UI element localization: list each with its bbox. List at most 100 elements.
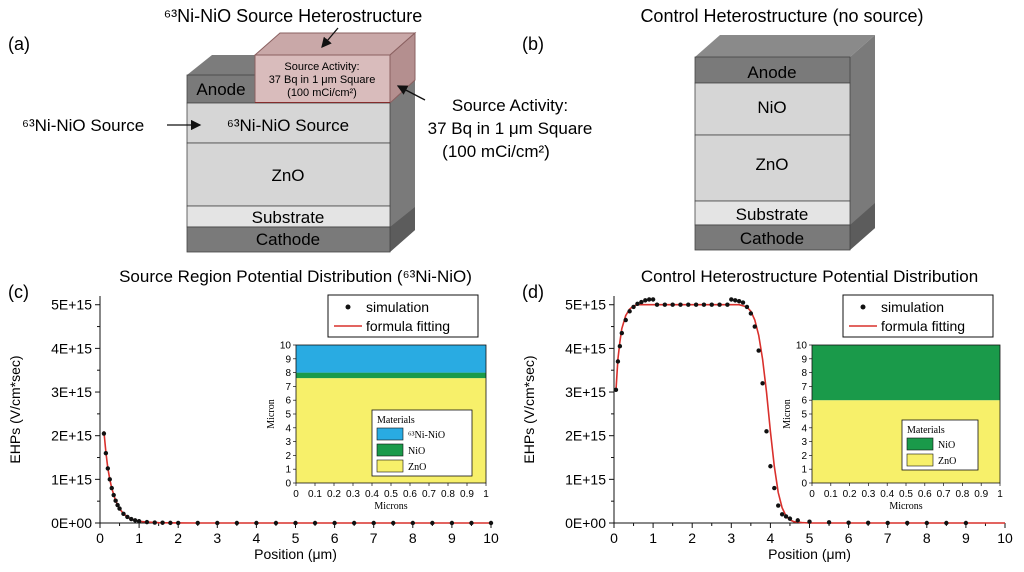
simulation-point [351,520,357,526]
simulation-point [132,518,138,523]
simulation-point [826,520,832,525]
inset-plot: 0 1 2 3 4 5 6 7 8 9 10 0 0.1 0.2 0.3 0.4 0.5 0.6 0.7 0.8 0.9… [266,341,489,513]
inset-y-tick-label: 5 [285,410,291,421]
simulation-point [639,299,644,305]
simulation-point [944,520,949,526]
x-tick-label: 3 [213,530,221,546]
y-tick-label: 0E+00 [51,515,92,531]
inset-x-tick-label: 0.2 [843,489,857,500]
y-tick-label: 1E+15 [565,471,606,487]
callout-line3: (100 mCi/cm²) [442,142,550,161]
simulation-point [643,298,648,303]
inset-x-tick-label: 0 [809,489,815,500]
simulation-point [635,301,640,307]
label-substrate-b: Substrate [736,205,809,224]
inset-y-tick-label: 2 [285,451,291,462]
inset-x-tick-label: 0.9 [974,489,988,500]
simulation-point [176,520,181,526]
x-axis-label: Position (μm) [254,546,337,562]
label-source-a: ⁶³Ni-NiO Source [227,116,349,135]
simulation-point [113,498,118,503]
y-tick-label: 4E+15 [51,340,92,356]
simulation-point [613,387,619,393]
source-box [254,54,391,104]
y-axis-label: EHPs (V/cm*sec) [521,355,537,463]
box-note-line3: (100 mCi/cm²) [287,87,357,99]
simulation-point [905,520,910,526]
inset-x-tick-label: 1 [483,489,489,500]
panel-letter-b: (b) [522,34,544,54]
inset-y-tick-label: 8 [801,368,807,379]
inset-x-tick-label: 0.3 [861,489,875,500]
inset-x-tick-label: 0.7 [422,489,436,500]
inset-y-tick-label: 7 [285,382,291,393]
simulation-point [846,520,851,525]
simulation-point [740,300,746,305]
inset-y-tick-label: 10 [796,341,808,352]
panel-letter-d: (d) [522,282,544,302]
simulation-point [807,519,812,524]
inset-x-tick-label: 0.5 [899,489,913,500]
legend-fitting-label: formula fitting [881,318,965,334]
x-tick-label: 8 [923,530,931,546]
inset-legend-title: Materials [907,425,945,436]
simulation-point [760,381,765,386]
simulation-point [115,502,120,508]
simulation-point [371,520,376,526]
y-tick-label: 4E+15 [565,340,606,356]
y-tick-label: 2E+15 [565,428,606,444]
simulation-point [654,302,660,307]
layer-nio-b [694,82,851,136]
inset-legend-title: Materials [377,415,415,426]
inset-x-tick-label: 0.2 [327,489,341,500]
simulation-point [725,302,730,307]
box-note-line1: Source Activity: [284,61,359,73]
inset-region-nio [296,372,486,379]
simulation-point [449,520,455,526]
chart-c: Source Region Potential Distribution (⁶³… [7,267,499,562]
label-substrate-a: Substrate [252,208,325,227]
layer-source-a [186,102,391,144]
simulation-point [488,520,494,526]
simulation-point [615,359,621,364]
simulation-point [924,520,929,526]
x-tick-label: 1 [649,530,657,546]
x-tick-label: 1 [135,530,143,546]
side-label-source: ⁶³Ni-NiO Source [22,116,144,135]
x-tick-label: 0 [610,530,618,546]
simulation-point [865,520,871,526]
x-tick-label: 6 [845,530,853,546]
simulation-point [787,516,793,521]
layer-cathode-b [694,224,851,251]
inset-x-tick-label: 0.4 [880,489,894,500]
inset-y-tick-label: 4 [801,423,807,434]
label-cathode-b: Cathode [740,229,804,248]
stack-b [694,35,875,251]
simulation-point [105,466,111,471]
inset-legend-label: ZnO [408,462,426,473]
simulation-point [109,485,114,491]
inset-y-tick-label: 5 [801,410,807,421]
y-tick-label: 1E+15 [51,471,92,487]
simulation-point [768,464,773,469]
simulation-point [744,304,750,310]
legend-box [327,294,479,338]
inset-x-tick-label: 0.8 [441,489,455,500]
label-zno-b: ZnO [755,155,788,174]
simulation-point [623,317,628,323]
legend-simulation-label: simulation [366,299,429,315]
x-tick-label: 10 [483,530,499,546]
simulation-point [963,520,969,526]
simulation-point [125,514,130,520]
simulation-point [686,302,691,307]
inset-x-tick-label: 0 [293,489,299,500]
simulation-point [701,302,707,307]
simulation-point [748,311,754,316]
simulation-point [717,302,722,307]
simulation-point [795,518,800,523]
simulation-point [107,477,112,482]
simulation-point [779,512,785,517]
inset-legend-label: NiO [408,446,425,457]
simulation-point [729,297,734,302]
x-tick-label: 10 [997,530,1013,546]
